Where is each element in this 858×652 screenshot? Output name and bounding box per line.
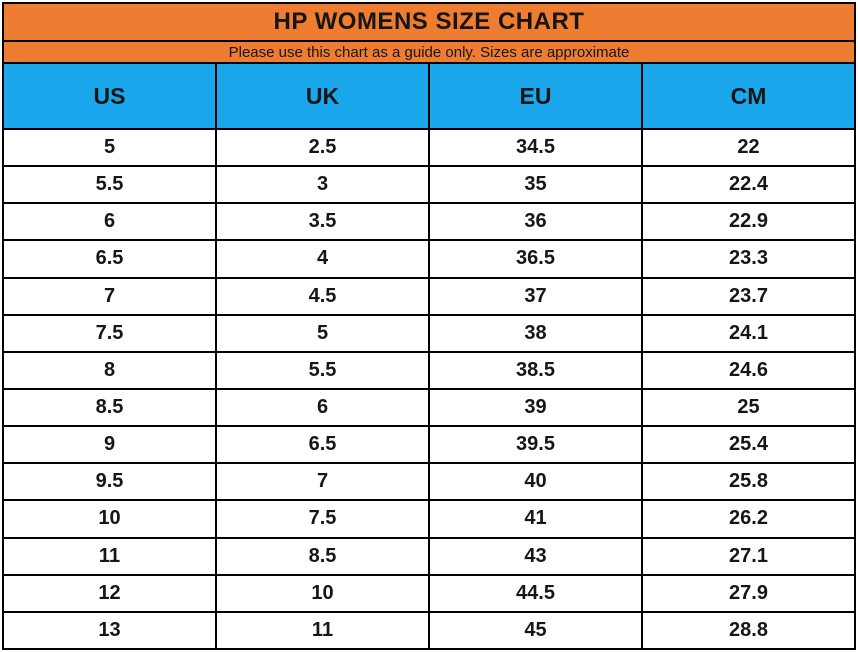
table-row: 5 2.5 34.5 22 bbox=[2, 127, 856, 168]
chart-subtitle: Please use this chart as a guide only. S… bbox=[2, 40, 856, 64]
size-cell: 23.7 bbox=[641, 276, 856, 316]
size-cell: 3.5 bbox=[215, 202, 430, 242]
title-row: HP WOMENS SIZE CHART bbox=[2, 2, 856, 42]
size-cell: 38 bbox=[428, 313, 643, 353]
size-cell: 25.4 bbox=[641, 425, 856, 465]
size-cell: 39 bbox=[428, 387, 643, 428]
table-row: 7.5 5 38 24.1 bbox=[2, 313, 856, 353]
size-cell: 5 bbox=[215, 313, 430, 353]
chart-title: HP WOMENS SIZE CHART bbox=[2, 2, 856, 42]
size-cell: 10 bbox=[215, 573, 430, 613]
size-cell: 35 bbox=[428, 165, 643, 205]
size-cell: 8 bbox=[2, 350, 217, 390]
size-cell: 24.6 bbox=[641, 350, 856, 390]
size-cell: 22.4 bbox=[641, 165, 856, 205]
size-cell: 38.5 bbox=[428, 350, 643, 390]
size-cell: 28.8 bbox=[641, 610, 856, 651]
size-cell: 8.5 bbox=[215, 536, 430, 576]
size-cell: 4 bbox=[215, 239, 430, 279]
size-cell: 6 bbox=[215, 387, 430, 428]
table-row: 12 10 44.5 27.9 bbox=[2, 573, 856, 613]
size-cell: 11 bbox=[2, 536, 217, 576]
size-cell: 41 bbox=[428, 499, 643, 539]
size-cell: 3 bbox=[215, 165, 430, 205]
size-cell: 10 bbox=[2, 499, 217, 539]
size-cell: 26.2 bbox=[641, 499, 856, 539]
size-cell: 5.5 bbox=[215, 350, 430, 390]
size-cell: 34.5 bbox=[428, 127, 643, 168]
size-cell: 12 bbox=[2, 573, 217, 613]
column-header-cm: CM bbox=[641, 62, 856, 130]
size-cell: 6 bbox=[2, 202, 217, 242]
size-cell: 43 bbox=[428, 536, 643, 576]
size-cell: 40 bbox=[428, 462, 643, 502]
size-cell: 7.5 bbox=[215, 499, 430, 539]
size-cell: 22 bbox=[641, 127, 856, 168]
size-cell: 27.9 bbox=[641, 573, 856, 613]
table-row: 7 4.5 37 23.7 bbox=[2, 276, 856, 316]
column-header-uk: UK bbox=[215, 62, 430, 130]
table-row: 13 11 45 28.8 bbox=[2, 610, 856, 651]
size-cell: 39.5 bbox=[428, 425, 643, 465]
size-cell: 36.5 bbox=[428, 239, 643, 279]
size-cell: 9 bbox=[2, 425, 217, 465]
table-row: 9.5 7 40 25.8 bbox=[2, 462, 856, 502]
size-cell: 36 bbox=[428, 202, 643, 242]
size-cell: 24.1 bbox=[641, 313, 856, 353]
table-row: 8.5 6 39 25 bbox=[2, 387, 856, 428]
table-row: 5.5 3 35 22.4 bbox=[2, 165, 856, 205]
size-cell: 13 bbox=[2, 610, 217, 651]
size-cell: 37 bbox=[428, 276, 643, 316]
size-cell: 45 bbox=[428, 610, 643, 651]
column-header-row: US UK EU CM bbox=[2, 62, 856, 130]
table-row: 9 6.5 39.5 25.4 bbox=[2, 425, 856, 465]
table-row: 6 3.5 36 22.9 bbox=[2, 202, 856, 242]
table-row: 8 5.5 38.5 24.6 bbox=[2, 350, 856, 390]
size-cell: 7.5 bbox=[2, 313, 217, 353]
size-cell: 22.9 bbox=[641, 202, 856, 242]
size-cell: 8.5 bbox=[2, 387, 217, 428]
size-cell: 5.5 bbox=[2, 165, 217, 205]
table-row: 11 8.5 43 27.1 bbox=[2, 536, 856, 576]
table-row: 10 7.5 41 26.2 bbox=[2, 499, 856, 539]
size-cell: 6.5 bbox=[2, 239, 217, 279]
size-cell: 5 bbox=[2, 127, 217, 168]
size-cell: 2.5 bbox=[215, 127, 430, 168]
size-cell: 44.5 bbox=[428, 573, 643, 613]
size-cell: 11 bbox=[215, 610, 430, 651]
size-cell: 23.3 bbox=[641, 239, 856, 279]
size-cell: 4.5 bbox=[215, 276, 430, 316]
size-cell: 9.5 bbox=[2, 462, 217, 502]
size-cell: 7 bbox=[215, 462, 430, 502]
column-header-us: US bbox=[2, 62, 217, 130]
table-row: 6.5 4 36.5 23.3 bbox=[2, 239, 856, 279]
size-rows: 5 2.5 34.5 22 5.5 3 35 22.4 6 3.5 36 22.9 6.5 4 36.5 23… bbox=[2, 127, 856, 651]
size-cell: 25.8 bbox=[641, 462, 856, 502]
size-cell: 7 bbox=[2, 276, 217, 316]
subtitle-row: Please use this chart as a guide only. S… bbox=[2, 40, 856, 64]
column-header-eu: EU bbox=[428, 62, 643, 130]
size-cell: 27.1 bbox=[641, 536, 856, 576]
size-cell: 6.5 bbox=[215, 425, 430, 465]
size-cell: 25 bbox=[641, 387, 856, 428]
